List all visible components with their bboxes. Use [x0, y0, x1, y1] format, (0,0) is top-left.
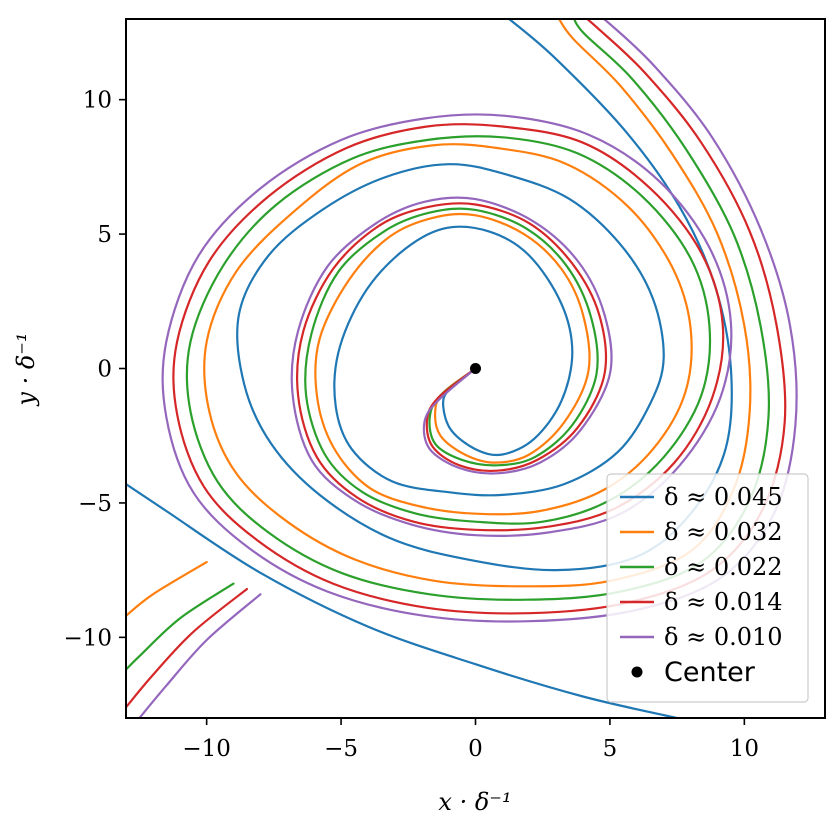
- series-line-5-outer-arm: [138, 593, 262, 718]
- legend-label: δ ≈ 0.022: [664, 553, 783, 581]
- legend-label: δ ≈ 0.045: [664, 483, 783, 511]
- y-tick-label: 5: [97, 222, 112, 248]
- legend: δ ≈ 0.045 δ ≈ 0.032 δ ≈ 0.022 δ ≈ 0.014 δ ≈ …: [606, 473, 809, 703]
- center-point: [470, 363, 481, 374]
- series-line-3-outer-arm: [126, 582, 235, 671]
- x-tick-label: 10: [730, 736, 759, 762]
- y-axis-label: y · δ⁻¹: [12, 332, 40, 406]
- legend-label: δ ≈ 0.032: [664, 518, 783, 546]
- x-tick-label: 0: [468, 736, 483, 762]
- y-tick-label: −10: [63, 625, 112, 651]
- legend-label: δ ≈ 0.014: [664, 588, 783, 616]
- y-tick-label: 10: [83, 88, 112, 114]
- center-layer: [470, 363, 481, 374]
- y-tick-label: 0: [97, 357, 112, 383]
- x-axis: −10 −5 0 5 10: [182, 718, 759, 762]
- x-tick-label: −5: [324, 736, 358, 762]
- x-axis-label: x · δ⁻¹: [438, 788, 511, 816]
- legend-center-marker: [631, 666, 643, 678]
- series-line-1-outer-arm: [126, 483, 679, 718]
- legend-label: δ ≈ 0.010: [664, 623, 783, 651]
- series-line-4-outer-arm: [126, 587, 249, 709]
- legend-box: [606, 473, 809, 703]
- x-tick-label: 5: [603, 736, 618, 762]
- series-line-2-outer-arm: [126, 561, 208, 617]
- y-tick-label: −5: [78, 491, 112, 517]
- legend-label-center: Center: [664, 657, 756, 688]
- x-tick-label: −10: [182, 736, 231, 762]
- y-axis: −10 −5 0 5 10: [63, 88, 126, 651]
